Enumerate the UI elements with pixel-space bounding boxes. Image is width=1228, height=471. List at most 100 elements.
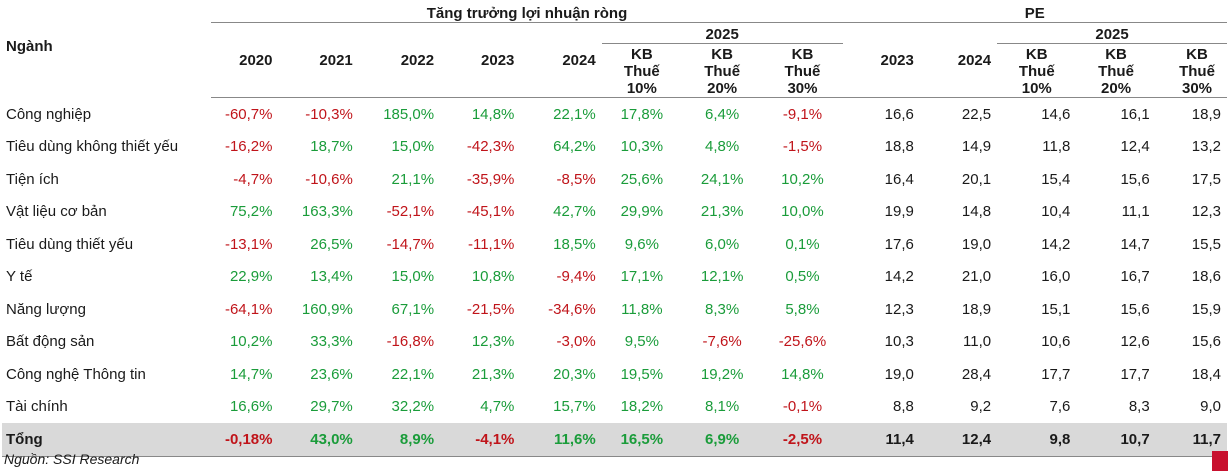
growth-cell: -8,5%	[556, 170, 596, 188]
growth-cell: 15,7%	[553, 398, 596, 416]
pe-cell: 16,0	[1041, 268, 1071, 286]
growth-cell: 8,9%	[358, 423, 441, 457]
pe-cell: 7,6	[1049, 398, 1071, 416]
pe-cell: 11,0	[963, 333, 992, 351]
table-row: Bất động sản 10,2% 33,3% -16,8% 12,3% -3,0% 9,…	[2, 326, 1227, 359]
growth-cell: -21,5%	[466, 300, 515, 318]
industry-name: Y tế	[6, 268, 33, 286]
growth-cell: -16,2%	[224, 138, 273, 156]
growth-cell: 29,9%	[620, 203, 664, 221]
growth-cell: -25,6%	[778, 333, 827, 351]
growth-cell: 21,1%	[391, 170, 435, 188]
total-row: Tổng -0,18% 43,0% 8,9% -4,1% 11,6% 16,5% 6,9% -2…	[2, 423, 1227, 457]
industry-name: Bất động sản	[6, 333, 95, 351]
pe-cell: 18,4	[1191, 365, 1221, 383]
growth-cell: 29,7%	[310, 398, 353, 416]
growth-cell: -1,5%	[782, 138, 823, 156]
growth-year-header: 2020	[211, 22, 279, 98]
growth-cell: 33,3%	[310, 333, 353, 351]
growth-cell: 10,8%	[471, 268, 515, 286]
growth-cell: 19,5%	[620, 365, 664, 383]
growth-cell: 17,1%	[620, 268, 664, 286]
pe-cell: 8,3	[1128, 398, 1150, 416]
pe-tax-header: KB Thuế 10%	[997, 43, 1077, 98]
growth-cell: 15,0%	[391, 268, 435, 286]
growth-cell: 22,1%	[553, 105, 596, 123]
pe-cell: 9,0	[1200, 398, 1221, 416]
growth-cell: 6,9%	[682, 423, 763, 457]
pe-cell: 14,2	[1041, 235, 1071, 253]
pe-cell: 16,4	[884, 170, 914, 188]
pe-year-header: 2024	[919, 22, 998, 98]
growth-cell: 26,5%	[310, 235, 353, 253]
pe-cell: 15,6	[1120, 300, 1150, 318]
table-row: Công nghiệp -60,7% -10,3% 185,0% 14,8% 22,1% 1…	[2, 98, 1227, 131]
growth-cell: 15,0%	[391, 138, 435, 156]
pe-cell: 12,4	[919, 423, 998, 457]
growth-cell: -42,3%	[466, 138, 515, 156]
pe-cell: 15,9	[1191, 300, 1221, 318]
growth-cell: -10,3%	[305, 105, 353, 123]
growth-cell: 13,4%	[310, 268, 353, 286]
growth-cell: 75,2%	[229, 203, 273, 221]
growth-cell: 14,8%	[781, 365, 824, 383]
growth-cell: -45,1%	[466, 203, 515, 221]
growth-tax-header: KB Thuế 20%	[682, 43, 763, 98]
growth-cell: 11,8%	[621, 300, 663, 318]
growth-cell: 12,3%	[471, 333, 515, 351]
growth-cell: 9,6%	[624, 235, 659, 253]
pe-cell: 14,9	[961, 138, 992, 156]
growth-cell: 23,6%	[310, 365, 353, 383]
industry-name: Công nghệ Thông tin	[6, 365, 146, 383]
pe-cell: 14,6	[1041, 105, 1071, 123]
growth-cell: 0,1%	[785, 235, 820, 253]
growth-cell: 67,1%	[391, 300, 435, 318]
pe-cell: 11,8	[1042, 138, 1071, 156]
table-row: Năng lượng -64,1% 160,9% 67,1% -21,5% -34,6% 1…	[2, 293, 1227, 326]
table-row: Công nghệ Thông tin 14,7% 23,6% 22,1% 21,3% 2…	[2, 358, 1227, 391]
growth-cell: 18,7%	[310, 138, 353, 156]
growth-cell: 14,7%	[229, 365, 273, 383]
pe-cell: 16,7	[1120, 268, 1150, 286]
growth-tax-label: KB Thuế 20%	[704, 46, 741, 97]
growth-cell: 12,1%	[700, 268, 744, 286]
pe-cell: 14,8	[961, 203, 992, 221]
pe-cell: 15,4	[1041, 170, 1071, 188]
growth-cell: 14,8%	[471, 105, 515, 123]
growth-cell: 21,3%	[471, 365, 515, 383]
industry-name: Tiêu dùng không thiết yếu	[6, 138, 179, 156]
growth-cell: 5,8%	[785, 300, 820, 318]
pe-cell: 22,5	[961, 105, 992, 123]
growth-cell: 42,7%	[553, 203, 596, 221]
growth-year-header: 2022	[358, 22, 441, 98]
growth-cell: 10,2%	[781, 170, 824, 188]
growth-tax-label: KB Thuế 30%	[784, 46, 821, 97]
industry-name: Tiện ích	[6, 170, 59, 188]
growth-cell: 17,8%	[620, 105, 664, 123]
growth-cell: 18,5%	[553, 235, 596, 253]
pe-cell: 15,6	[1191, 333, 1221, 351]
pe-cell: 10,6	[1041, 333, 1071, 351]
pe-cell: 18,6	[1191, 268, 1221, 286]
growth-cell: -11,1%	[467, 235, 515, 253]
industry-name: Công nghiệp	[6, 105, 92, 123]
growth-cell: 185,0%	[383, 105, 435, 123]
pe-cell: 17,7	[1120, 365, 1150, 383]
pe-cell: 12,3	[884, 300, 914, 318]
pe-tax-label: KB Thuế 10%	[1018, 46, 1055, 97]
growth-cell: 160,9%	[301, 300, 353, 318]
growth-cell: 8,1%	[705, 398, 740, 416]
industry-header: Ngành	[6, 38, 53, 55]
growth-year-header: 2021	[278, 22, 359, 98]
pe-cell: 28,4	[961, 365, 992, 383]
growth-year-header: 2023	[440, 22, 521, 98]
pe-cell: 11,4	[842, 423, 920, 457]
pe-cell: 15,1	[1041, 300, 1071, 318]
growth-cell: -52,1%	[386, 203, 435, 221]
growth-cell: -60,7%	[224, 105, 273, 123]
growth-cell: 0,5%	[785, 268, 820, 286]
industry-name: Tài chính	[6, 398, 68, 416]
table-row: Tiêu dùng không thiết yếu -16,2% 18,7% 15,0…	[2, 131, 1227, 164]
growth-cell: 21,3%	[700, 203, 744, 221]
growth-cell: 10,3%	[620, 138, 664, 156]
